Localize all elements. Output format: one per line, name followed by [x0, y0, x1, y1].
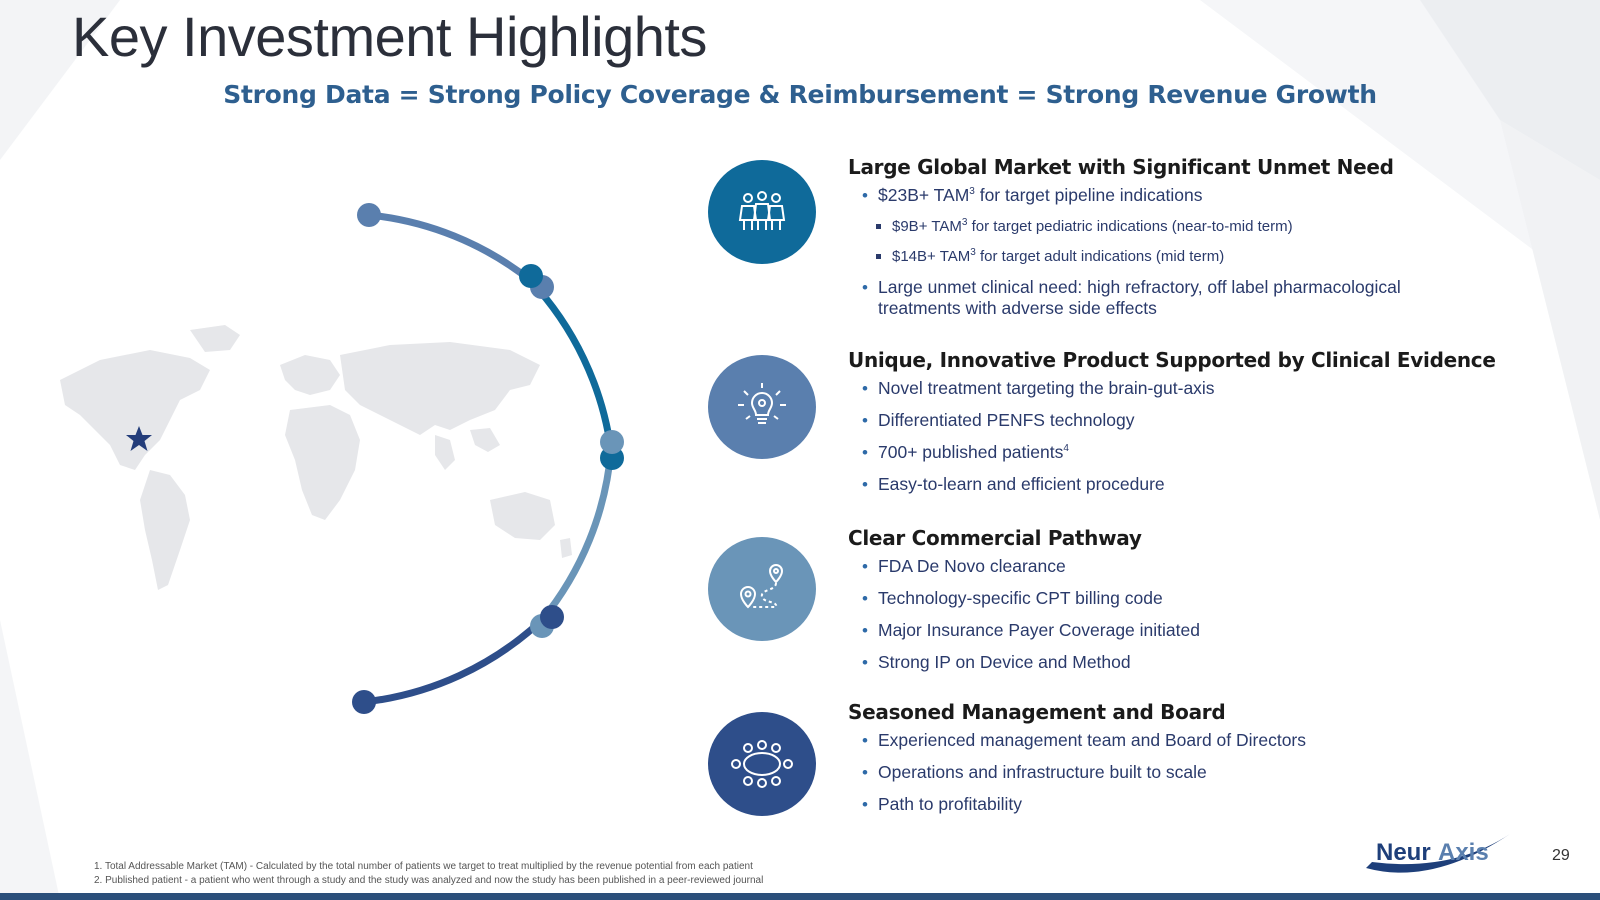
bullet: 700+ published patients4 — [856, 442, 1568, 463]
svg-text:Neur: Neur — [1376, 839, 1431, 866]
bullet: Strong IP on Device and Method — [856, 652, 1568, 673]
footnote: 2. Published patient - a patient who wen… — [94, 875, 764, 886]
footnotes: 1. Total Addressable Market (TAM) - Calc… — [94, 860, 763, 888]
arc-connector — [352, 203, 624, 714]
bullet: $23B+ TAM3 for target pipeline indicatio… — [856, 185, 1568, 206]
bullet: Major Insurance Payer Coverage initiated — [856, 620, 1568, 641]
section-heading: Large Global Market with Significant Unm… — [848, 155, 1394, 179]
section-heading: Unique, Innovative Product Supported by … — [848, 348, 1496, 372]
headquarters-star-icon — [126, 426, 152, 451]
page-subtitle: Strong Data = Strong Policy Coverage & R… — [223, 80, 1377, 109]
market-circle — [708, 160, 816, 264]
bullet: Path to profitability — [856, 794, 1568, 815]
world-map — [60, 325, 572, 590]
page-title: Key Investment Highlights — [72, 5, 707, 68]
bullet: Easy-to-learn and efficient procedure — [856, 474, 1568, 495]
bullet: Large unmet clinical need: high refracto… — [856, 277, 1468, 319]
lightbulb-gear-icon — [738, 383, 786, 424]
commercial-circle — [708, 537, 816, 641]
section-management: Seasoned Management and Board Experience… — [848, 700, 1568, 826]
section-heading: Seasoned Management and Board — [848, 700, 1226, 724]
bottom-bar — [0, 893, 1600, 900]
neuraxis-logo: Neur Axis — [1366, 834, 1510, 873]
product-circle — [708, 355, 816, 459]
bullet: Differentiated PENFS technology — [856, 410, 1568, 431]
bullet: Operations and infrastructure built to s… — [856, 762, 1568, 783]
section-product: Unique, Innovative Product Supported by … — [848, 348, 1568, 506]
section-heading: Clear Commercial Pathway — [848, 526, 1142, 550]
footnote: 1. Total Addressable Market (TAM) - Calc… — [94, 861, 753, 872]
family-icon — [738, 191, 786, 230]
section-commercial: Clear Commercial Pathway FDA De Novo cle… — [848, 526, 1568, 684]
sub-bullet: $9B+ TAM3 for target pediatric indicatio… — [872, 217, 1568, 236]
svg-text:Axis: Axis — [1438, 839, 1489, 866]
bullet: Technology-specific CPT billing code — [856, 588, 1568, 609]
bullet: FDA De Novo clearance — [856, 556, 1568, 577]
section-market: Large Global Market with Significant Unm… — [848, 155, 1568, 330]
route-pins-icon — [739, 563, 784, 609]
management-circle — [708, 712, 816, 816]
sub-bullet: $14B+ TAM3 for target adult indications … — [872, 247, 1568, 266]
bullet: Novel treatment targeting the brain-gut-… — [856, 378, 1568, 399]
boardroom-table-icon — [731, 740, 793, 788]
page-number: 29 — [1552, 847, 1570, 864]
bullet: Experienced management team and Board of… — [856, 730, 1568, 751]
